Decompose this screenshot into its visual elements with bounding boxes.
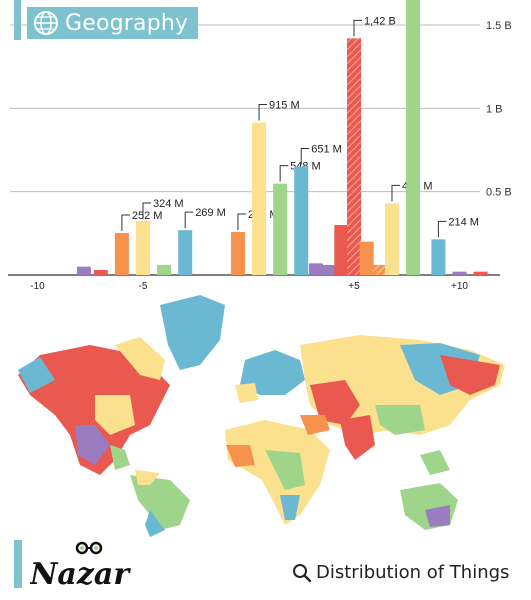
data-label: 252 M xyxy=(132,210,163,222)
data-label: 1,42 B xyxy=(364,15,396,27)
bar xyxy=(347,38,361,276)
data-label-leader xyxy=(184,211,194,229)
category-title: Geography xyxy=(65,10,189,36)
world-map xyxy=(18,295,505,537)
data-label-leader xyxy=(142,202,151,219)
data-label-leader xyxy=(279,165,289,182)
map-europe-africa xyxy=(225,350,330,525)
brand-name: Nazar xyxy=(30,557,131,588)
data-label-leader xyxy=(258,104,268,121)
x-tick-label: +5 xyxy=(348,281,360,292)
footer-accent-bar xyxy=(14,540,22,588)
data-label-leader xyxy=(121,214,130,231)
y-tick-label: 1.5 B xyxy=(486,20,512,32)
data-label-leader xyxy=(391,184,400,202)
bar xyxy=(406,0,421,275)
header-accent-bar xyxy=(14,0,21,40)
data-label-leader xyxy=(353,19,362,37)
bar xyxy=(309,263,324,275)
bar xyxy=(372,265,387,275)
x-tick-label: -10 xyxy=(30,281,45,292)
category-badge: Geography xyxy=(27,7,199,39)
data-label-leader xyxy=(237,213,246,230)
bar xyxy=(334,225,349,275)
brand-logo: Nazar xyxy=(30,541,131,588)
bar xyxy=(473,271,488,275)
map-oceania xyxy=(400,483,458,530)
bar xyxy=(178,230,193,275)
data-label: 324 M xyxy=(153,198,184,210)
data-label: 269 M xyxy=(195,207,226,219)
bar xyxy=(384,203,399,275)
tagline: Distribution of Things xyxy=(292,562,509,583)
bar xyxy=(321,265,336,275)
map-americas xyxy=(18,337,190,537)
data-label: 214 M xyxy=(448,216,479,228)
tagline-text: Distribution of Things xyxy=(316,562,510,583)
map-asia xyxy=(300,335,505,475)
bar xyxy=(114,233,129,275)
bar xyxy=(230,232,245,275)
bar xyxy=(136,221,150,275)
map-greenland xyxy=(160,295,225,370)
bar xyxy=(93,270,108,275)
bar xyxy=(157,265,172,275)
x-tick-label: +10 xyxy=(451,281,468,292)
data-label-leader xyxy=(300,148,310,165)
bar xyxy=(294,166,309,275)
bar xyxy=(252,122,267,275)
x-tick-label: -5 xyxy=(139,281,148,292)
y-tick-label: 1 B xyxy=(486,103,503,115)
bar xyxy=(76,266,91,275)
data-label-leader xyxy=(437,220,447,238)
data-label: 915 M xyxy=(269,100,300,112)
bar xyxy=(359,241,374,275)
y-tick-label: 0.5 B xyxy=(486,187,512,199)
bar xyxy=(452,271,467,275)
search-icon xyxy=(293,563,312,582)
bar xyxy=(431,239,446,275)
bar xyxy=(273,183,288,275)
globe-icon xyxy=(34,11,58,35)
data-label: 651 M xyxy=(311,144,342,156)
